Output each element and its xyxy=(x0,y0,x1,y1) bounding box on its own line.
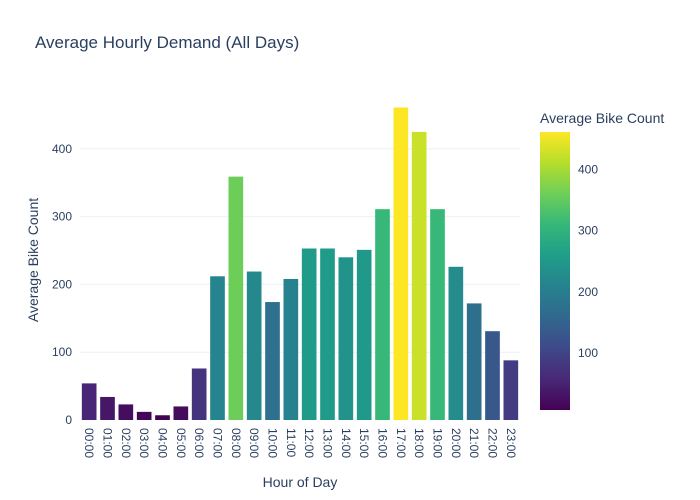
colorbar-tick-label: 300 xyxy=(578,224,598,238)
bar-0400 xyxy=(155,415,170,420)
x-tick-label: 12:00 xyxy=(302,428,316,458)
colorbar-tick-label: 200 xyxy=(578,285,598,299)
bar-2200 xyxy=(485,331,500,420)
y-tick-label: 400 xyxy=(52,142,72,156)
x-tick-label: 02:00 xyxy=(119,428,133,458)
colorbar-tick-labels: 100 200 300 400 xyxy=(578,162,598,360)
bar-0200 xyxy=(118,404,134,420)
y-tick-labels: 0 100 200 300 400 xyxy=(52,142,72,427)
colorbar-tick-label: 100 xyxy=(578,346,598,360)
x-tick-label: 04:00 xyxy=(156,428,170,458)
colorbar-title: Average Bike Count xyxy=(540,110,665,126)
x-tick-label: 16:00 xyxy=(376,428,390,458)
x-tick-label: 15:00 xyxy=(357,428,371,458)
colorbar-tick-label: 400 xyxy=(578,162,598,176)
x-tick-label: 10:00 xyxy=(266,428,280,458)
bar-0600 xyxy=(191,368,207,420)
bar-0900 xyxy=(246,271,262,420)
bar-0800 xyxy=(228,176,244,420)
x-tick-label: 23:00 xyxy=(504,428,518,458)
x-tick-label: 13:00 xyxy=(321,428,335,458)
bar-1000 xyxy=(265,302,280,420)
grid-lines xyxy=(80,148,520,353)
chart-title: Average Hourly Demand (All Days) xyxy=(35,33,300,52)
y-axis-label: Average Bike Count xyxy=(25,198,41,322)
bar-1600 xyxy=(375,209,390,420)
bar-0300 xyxy=(136,411,152,420)
x-tick-label: 18:00 xyxy=(412,428,426,458)
y-tick-label: 0 xyxy=(65,413,72,427)
bar-1500 xyxy=(356,249,372,420)
x-tick-label: 11:00 xyxy=(284,428,298,457)
x-tick-labels: 00:00 01:00 02:00 03:00 04:00 05:00 06:00 07:00… xyxy=(82,428,518,458)
y-tick-label: 300 xyxy=(52,210,72,224)
x-tick-label: 21:00 xyxy=(467,428,481,458)
bar-1100 xyxy=(283,278,299,420)
bars xyxy=(81,107,519,421)
y-tick-label: 200 xyxy=(52,277,72,291)
x-tick-label: 22:00 xyxy=(486,428,500,458)
bar-1700 xyxy=(393,107,409,420)
x-tick-label: 01:00 xyxy=(101,428,115,458)
bar-1200 xyxy=(301,248,317,420)
bar-0000 xyxy=(81,383,97,420)
x-axis-label: Hour of Day xyxy=(263,474,338,490)
bar-0500 xyxy=(173,406,189,420)
bar-0700 xyxy=(210,276,225,420)
bar-1800 xyxy=(411,131,427,421)
x-tick-label: 00:00 xyxy=(82,428,96,458)
x-tick-label: 05:00 xyxy=(174,428,188,458)
x-tick-label: 14:00 xyxy=(339,428,353,458)
bar-2000 xyxy=(448,266,464,420)
bar-2300 xyxy=(503,360,519,420)
x-tick-label: 20:00 xyxy=(449,428,463,458)
y-tick-label: 100 xyxy=(52,345,72,359)
colorbar xyxy=(540,132,570,410)
x-tick-label: 07:00 xyxy=(211,428,225,458)
bar-1300 xyxy=(320,248,335,420)
bar-0100 xyxy=(100,396,115,420)
x-tick-label: 17:00 xyxy=(394,428,408,458)
x-tick-label: 08:00 xyxy=(229,428,243,458)
x-tick-label: 03:00 xyxy=(137,428,151,458)
x-tick-label: 06:00 xyxy=(192,428,206,458)
x-tick-label: 09:00 xyxy=(247,428,261,458)
bar-1900 xyxy=(430,209,445,420)
bar-1400 xyxy=(338,257,354,420)
bar-2100 xyxy=(466,303,482,420)
x-tick-label: 19:00 xyxy=(431,428,445,458)
